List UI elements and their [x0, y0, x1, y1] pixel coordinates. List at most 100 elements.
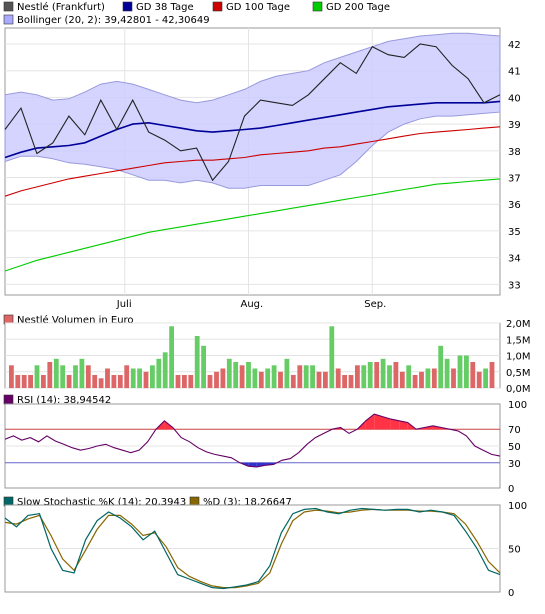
price-y-tick-label: 34: [508, 254, 521, 265]
volume-bar: [66, 375, 72, 388]
price-panel: 33 34 35 36 37 38 39 40 41 42 Juli Aug. Sep.: [4, 27, 521, 310]
x-tick-label: Sep.: [364, 299, 386, 310]
volume-y-tick-label: 2,0M: [506, 319, 531, 330]
volume-bar: [21, 375, 27, 388]
x-tick-label: Juli: [116, 299, 132, 310]
volume-bar: [464, 355, 469, 388]
volume-bar: [387, 365, 392, 389]
volume-bar: [85, 365, 91, 389]
volume-bar: [431, 368, 437, 388]
price-legend-item: Nestlé (Frankfurt): [3, 1, 105, 13]
volume-bar: [316, 371, 322, 389]
volume-bar: [348, 375, 354, 388]
volume-bar: [92, 375, 98, 388]
volume-bar: [342, 375, 347, 388]
price-y-tick-label: 33: [508, 280, 521, 291]
volume-bar: [489, 362, 495, 388]
rsi-overbought-fill: [374, 414, 383, 430]
x-tick-label: Aug.: [241, 299, 264, 310]
price-legend-swatch: [3, 1, 14, 12]
volume-bar: [194, 336, 200, 388]
price-legend-item: GD 100 Tage: [212, 1, 290, 13]
volume-bar: [207, 375, 213, 388]
volume-bar: [220, 368, 226, 388]
volume-bar: [34, 365, 40, 389]
rsi-overbought-fill: [365, 414, 375, 430]
volume-bar: [182, 375, 187, 388]
volume-bar: [271, 365, 277, 389]
gd200-line: [4, 178, 501, 272]
volume-bar: [399, 371, 405, 389]
rsi-legend-swatch: [3, 394, 14, 405]
volume-bar: [214, 371, 219, 389]
volume-bar: [278, 371, 283, 389]
rsi-panel: 0 30 50 70 100: [4, 400, 527, 495]
volume-bar: [226, 358, 232, 389]
volume-bar: [60, 365, 66, 389]
price-legend-label: Nestlé (Frankfurt): [17, 1, 105, 13]
volume-bar: [73, 365, 78, 389]
rsi-overbought-fill: [390, 419, 400, 430]
volume-bar: [143, 371, 149, 389]
volume-bar: [290, 375, 296, 388]
price-legend-label: GD 38 Tage: [136, 2, 194, 13]
volume-bar: [175, 375, 181, 388]
volume-bar: [156, 358, 162, 389]
price-y-tick-label: 41: [508, 67, 521, 78]
price-line: [4, 43, 501, 182]
volume-bar: [47, 362, 53, 388]
rsi-overbought-fill: [382, 416, 391, 430]
rsi-line: [4, 413, 501, 468]
volume-y-tick-label: 0,5M: [506, 368, 531, 379]
price-y-tick-label: 42: [508, 40, 521, 51]
stochastic-legend-label: Slow Stochastic %K (14): 20,3943: [17, 497, 186, 508]
bollinger-legend-item: Bollinger (20, 2): 39,42801 - 42,30649: [3, 14, 210, 26]
gd38-line: [4, 100, 501, 159]
stochastic-panel: 0 50 100: [4, 501, 527, 599]
volume-bar: [310, 365, 315, 389]
volume-bar: [457, 355, 463, 388]
stochastic-k-line: [4, 507, 501, 590]
volume-bar: [406, 365, 412, 389]
volume-bar: [355, 365, 360, 389]
stochastic-legend-label: %D (3): 18,26647: [203, 497, 292, 508]
volume-bar: [284, 358, 290, 389]
price-y-tick-label: 35: [508, 227, 521, 238]
rsi-y-tick-label: 70: [508, 425, 521, 436]
volume-bar: [258, 371, 264, 389]
volume-bar: [111, 375, 117, 388]
volume-bar: [137, 368, 142, 388]
rsi-y-tick-label: 50: [508, 442, 521, 453]
volume-bar: [303, 365, 309, 389]
volume-bar: [252, 368, 258, 388]
volume-bar: [239, 365, 245, 389]
volume-bar: [162, 352, 168, 389]
rsi-legend-label: RSI (14): 38,94542: [17, 395, 111, 406]
volume-bar: [329, 326, 335, 389]
stochastic-y-tick-label: 0: [508, 588, 514, 599]
volume-bar: [451, 368, 456, 388]
volume-y-tick-label: 1,0M: [506, 352, 531, 363]
volume-bar: [15, 375, 21, 388]
volume-bar: [41, 375, 46, 388]
rsi-y-tick-label: 100: [508, 400, 527, 411]
price-legend-swatch: [312, 1, 323, 12]
volume-bar: [470, 362, 476, 388]
volume-bar: [9, 365, 14, 389]
price-legend-label: GD 100 Tage: [226, 2, 290, 13]
bollinger-band: [4, 32, 501, 189]
stochastic-d-line: [4, 508, 501, 589]
bollinger-legend-swatch: [3, 14, 14, 25]
price-legend-item: GD 200 Tage: [312, 1, 390, 13]
volume-bar: [444, 358, 450, 389]
volume-bar: [98, 378, 104, 389]
volume-bar: [393, 362, 399, 388]
volume-bar: [323, 371, 328, 389]
price-y-tick-label: 36: [508, 200, 521, 211]
volume-bar: [374, 362, 380, 388]
volume-bar: [169, 326, 174, 389]
rsi-y-tick-label: 30: [508, 459, 521, 470]
volume-bar: [476, 371, 482, 389]
